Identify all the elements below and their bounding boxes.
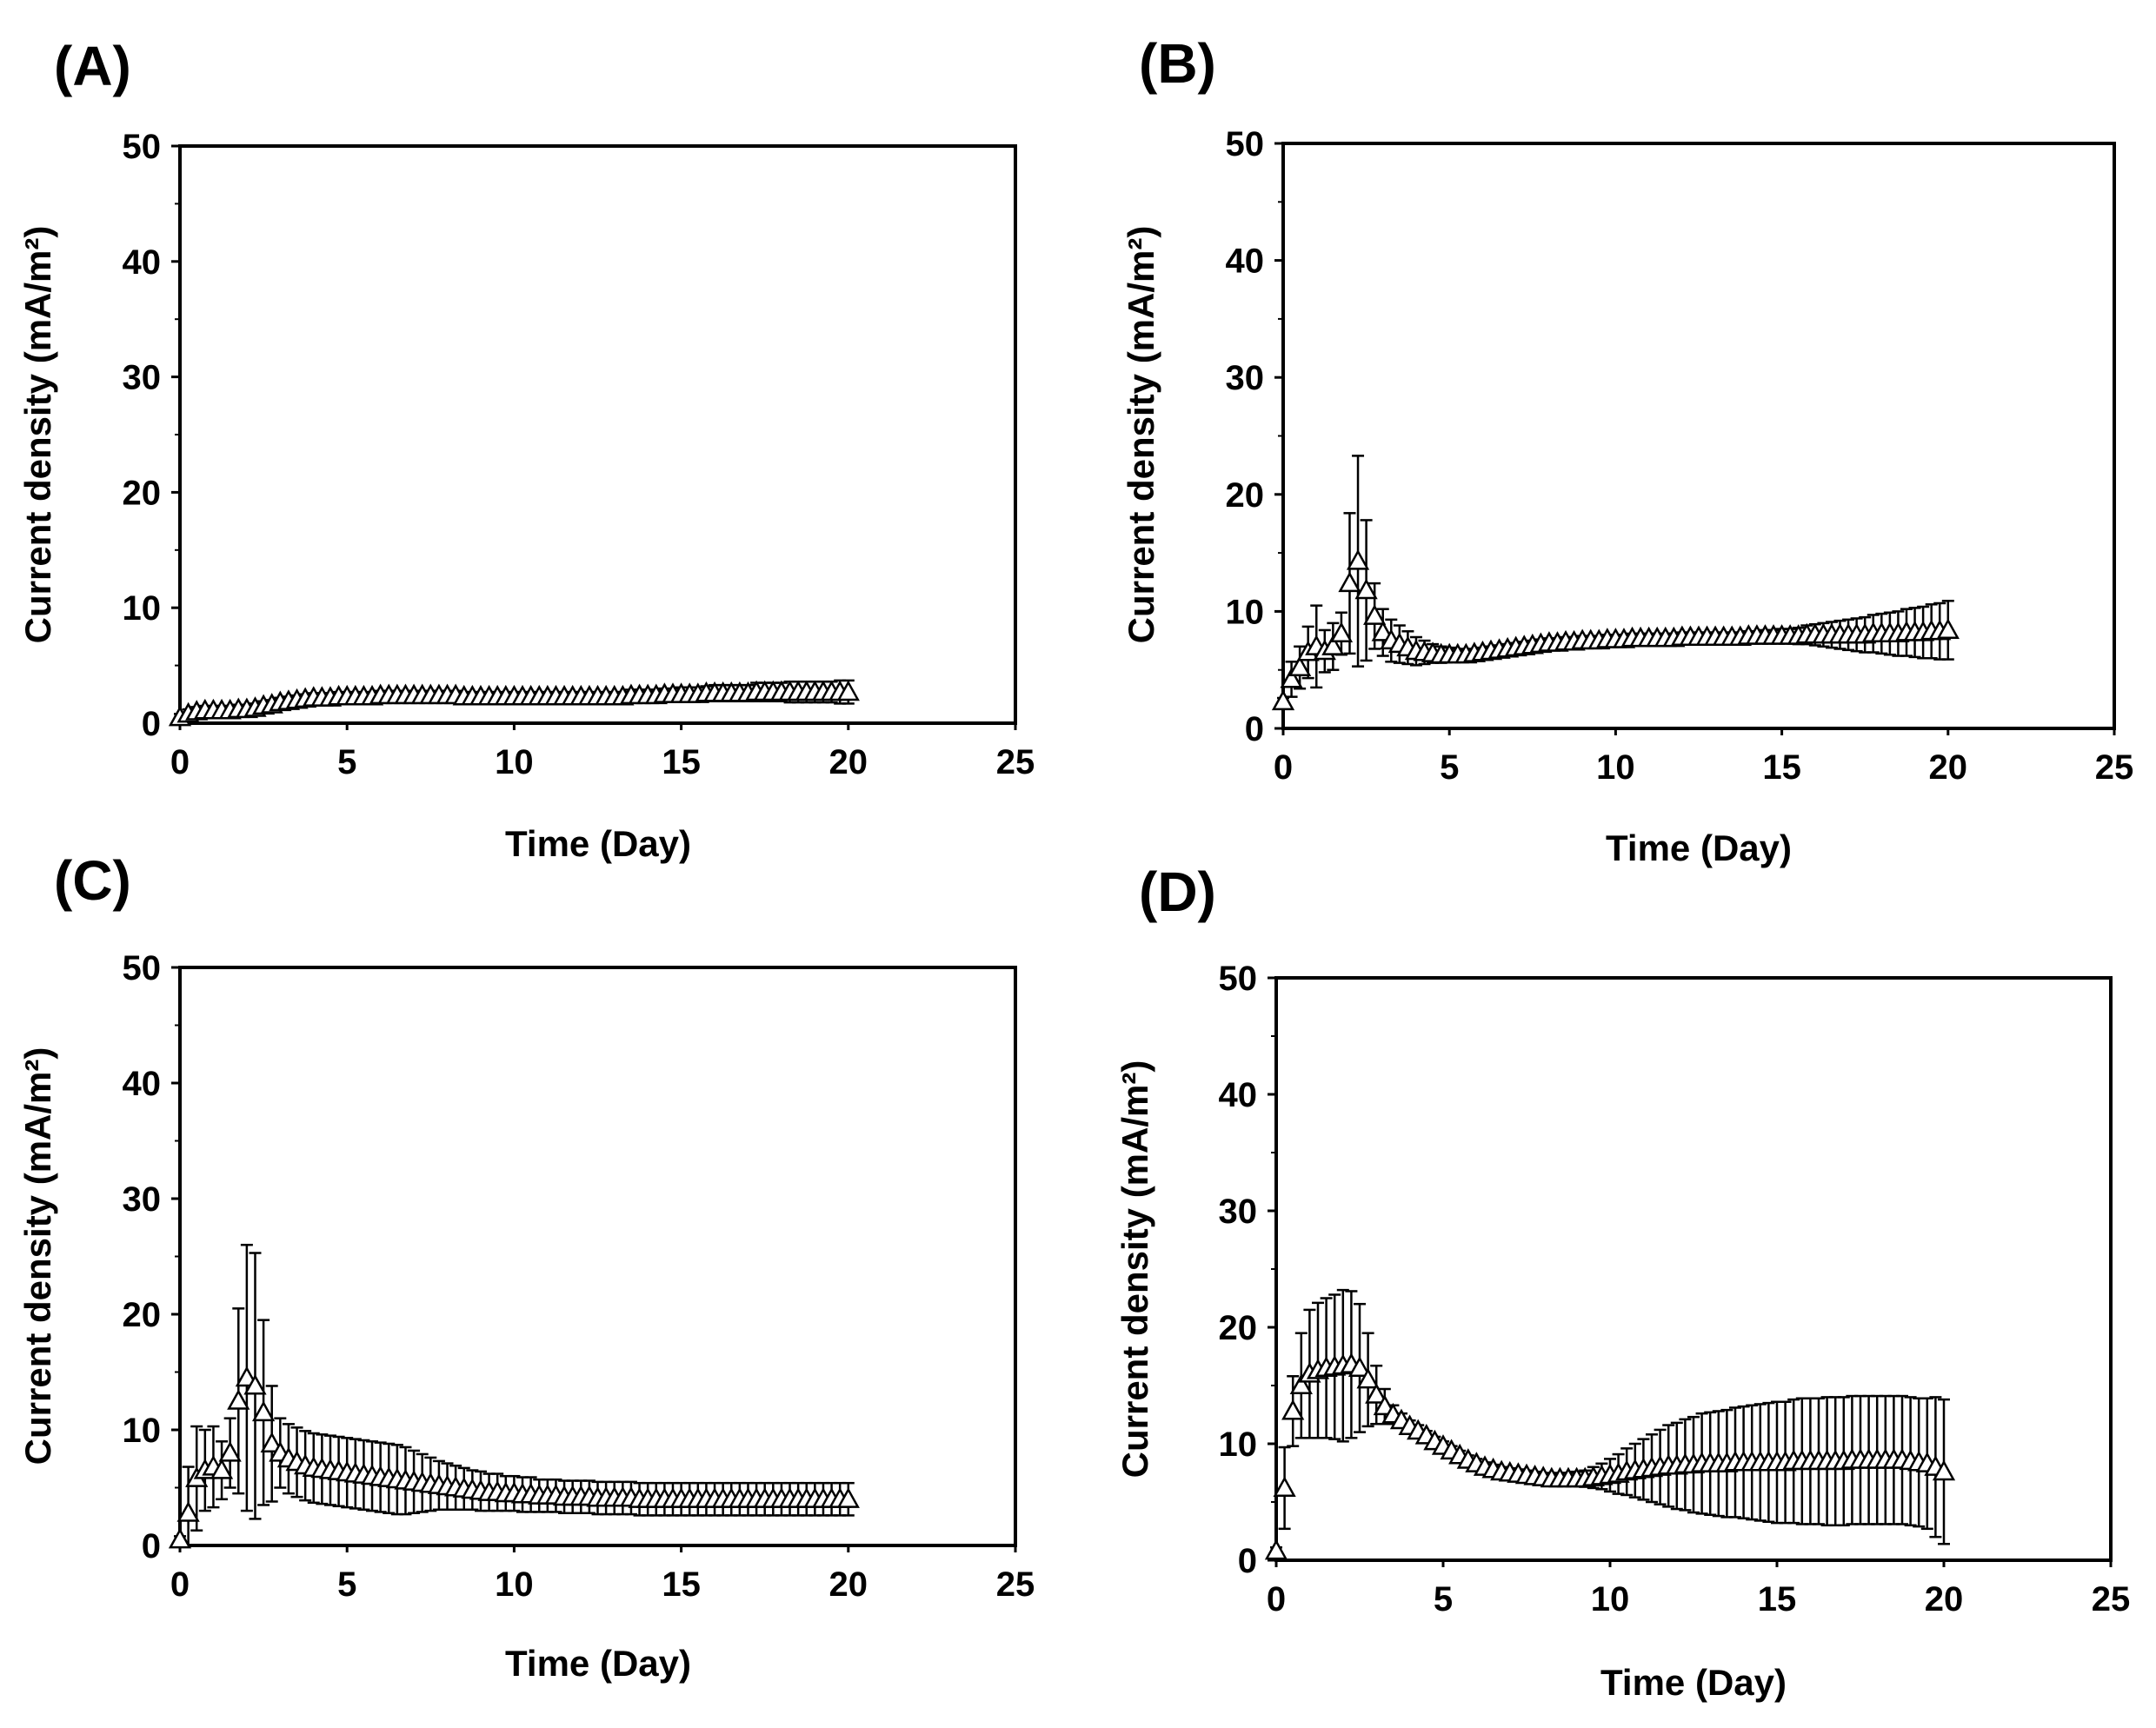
y-axis-title-d: Current density (mA/m²) bbox=[1115, 1060, 1155, 1479]
y-tick-label: 30 bbox=[123, 359, 162, 397]
data-point bbox=[1338, 571, 1361, 593]
x-tick-label: 15 bbox=[662, 1565, 701, 1604]
plot-area-b: 0 10 20 30 40 50 0 5 10 15 20 25 bbox=[1226, 125, 2134, 787]
x-tick-label: 25 bbox=[2092, 1580, 2131, 1618]
x-tick-label: 15 bbox=[662, 743, 701, 781]
data-point bbox=[1288, 655, 1312, 677]
y-axis-title-b: Current density (mA/m²) bbox=[1121, 226, 1161, 644]
y-tick-label: 20 bbox=[1226, 476, 1265, 515]
data-point bbox=[260, 1432, 283, 1453]
y-tick-label: 40 bbox=[123, 1065, 162, 1103]
y-tick-label: 0 bbox=[142, 1527, 161, 1565]
y-axis-title-c: Current density (mA/m²) bbox=[17, 1047, 58, 1465]
panel-d: (D) Time (Day) Current density (mA/m²) 0… bbox=[1115, 861, 2130, 1703]
data-point bbox=[1348, 1356, 1372, 1377]
y-tick-label: 50 bbox=[123, 949, 162, 987]
panel-label-c: (C) bbox=[54, 849, 131, 912]
x-tick-label: 20 bbox=[829, 1565, 868, 1604]
x-tick-label: 5 bbox=[1434, 1580, 1453, 1618]
x-axis-title-a: Time (Day) bbox=[505, 823, 691, 864]
data-point bbox=[1363, 604, 1387, 625]
x-tick-label: 10 bbox=[1596, 748, 1635, 787]
plot-area-c: 0 10 20 30 40 50 0 5 10 15 20 25 bbox=[123, 949, 1035, 1604]
data-point bbox=[1936, 618, 1960, 639]
x-tick-label: 25 bbox=[2095, 748, 2134, 787]
y-tick-label: 40 bbox=[1219, 1076, 1258, 1114]
x-axis-title-c: Time (Day) bbox=[505, 1643, 691, 1684]
x-tick-label: 10 bbox=[495, 1565, 534, 1604]
x-tick-label: 5 bbox=[337, 743, 356, 781]
y-tick-label: 20 bbox=[123, 1296, 162, 1334]
y-tick-label: 0 bbox=[1238, 1542, 1257, 1580]
y-tick-label: 10 bbox=[1219, 1426, 1258, 1464]
x-axis-title-d: Time (Day) bbox=[1600, 1662, 1787, 1703]
data-point bbox=[227, 1389, 250, 1410]
x-tick-label: 10 bbox=[495, 743, 534, 781]
y-tick-label: 50 bbox=[123, 128, 162, 166]
x-tick-label: 15 bbox=[1758, 1580, 1797, 1618]
y-tick-label: 50 bbox=[1219, 960, 1258, 998]
data-point bbox=[1273, 1476, 1296, 1497]
data-point bbox=[1365, 1383, 1388, 1404]
y-tick-label: 30 bbox=[1219, 1193, 1258, 1231]
data-point bbox=[1932, 1459, 1956, 1481]
y-tick-label: 10 bbox=[123, 589, 162, 628]
data-point bbox=[210, 1458, 234, 1479]
data-point bbox=[1356, 1367, 1380, 1389]
data-point bbox=[251, 1400, 276, 1422]
panel-b: (B) Time (Day) Current density (mA/m²) 0… bbox=[1121, 32, 2133, 868]
x-tick-label: 10 bbox=[1591, 1580, 1630, 1618]
x-tick-label: 5 bbox=[337, 1565, 356, 1604]
y-tick-label: 40 bbox=[123, 243, 162, 282]
data-point bbox=[1346, 548, 1370, 570]
data-point bbox=[836, 680, 860, 701]
y-tick-label: 20 bbox=[123, 474, 162, 512]
y-tick-label: 30 bbox=[1226, 359, 1265, 397]
data-point bbox=[1321, 635, 1345, 655]
x-tick-label: 25 bbox=[996, 1565, 1035, 1604]
y-tick-label: 0 bbox=[142, 705, 161, 743]
data-point bbox=[168, 1527, 192, 1549]
x-tick-label: 0 bbox=[170, 743, 190, 781]
data-point bbox=[1280, 667, 1303, 688]
data-point bbox=[218, 1441, 242, 1462]
x-tick-label: 20 bbox=[1929, 748, 1968, 787]
plot-frame bbox=[178, 144, 1017, 725]
x-tick-label: 25 bbox=[996, 743, 1035, 781]
x-tick-label: 5 bbox=[1440, 748, 1459, 787]
data-point bbox=[1289, 1373, 1313, 1395]
x-tick-label: 0 bbox=[1274, 748, 1293, 787]
panel-label-a: (A) bbox=[54, 35, 131, 97]
panel-label-d: (D) bbox=[1139, 861, 1216, 923]
y-tick-label: 10 bbox=[1226, 593, 1265, 631]
data-point bbox=[1329, 621, 1354, 643]
x-tick-label: 0 bbox=[1267, 1580, 1286, 1618]
y-tick-label: 50 bbox=[1226, 125, 1265, 163]
data-point bbox=[176, 1501, 200, 1522]
x-tick-label: 0 bbox=[170, 1565, 190, 1604]
panel-label-b: (B) bbox=[1139, 32, 1216, 95]
y-axis-title-a: Current density (mA/m²) bbox=[17, 226, 58, 644]
data-point bbox=[1271, 689, 1295, 711]
y-tick-label: 30 bbox=[123, 1180, 162, 1219]
y-tick-label: 20 bbox=[1219, 1309, 1258, 1347]
data-point bbox=[836, 1487, 860, 1508]
x-tick-label: 20 bbox=[829, 743, 868, 781]
panel-c: (C) Time (Day) Current density (mA/m²) 0… bbox=[17, 849, 1035, 1684]
x-axis-title-b: Time (Day) bbox=[1606, 827, 1792, 868]
y-tick-label: 10 bbox=[123, 1412, 162, 1450]
y-tick-label: 0 bbox=[1245, 710, 1264, 748]
data-point bbox=[1354, 578, 1378, 600]
data-point bbox=[1281, 1399, 1305, 1420]
panel-a: (A) Time (Day) Current density (mA/m²) 0… bbox=[17, 35, 1035, 864]
data-point bbox=[243, 1373, 267, 1395]
x-tick-label: 15 bbox=[1762, 748, 1801, 787]
x-tick-label: 20 bbox=[1925, 1580, 1964, 1618]
plot-area-a: 0 10 20 30 40 50 0 5 10 15 20 25 bbox=[123, 128, 1035, 781]
data-point bbox=[1264, 1539, 1288, 1560]
y-tick-label: 40 bbox=[1226, 243, 1265, 281]
plot-area-d: 0 10 20 30 40 50 0 5 10 15 20 25 bbox=[1219, 960, 2131, 1618]
